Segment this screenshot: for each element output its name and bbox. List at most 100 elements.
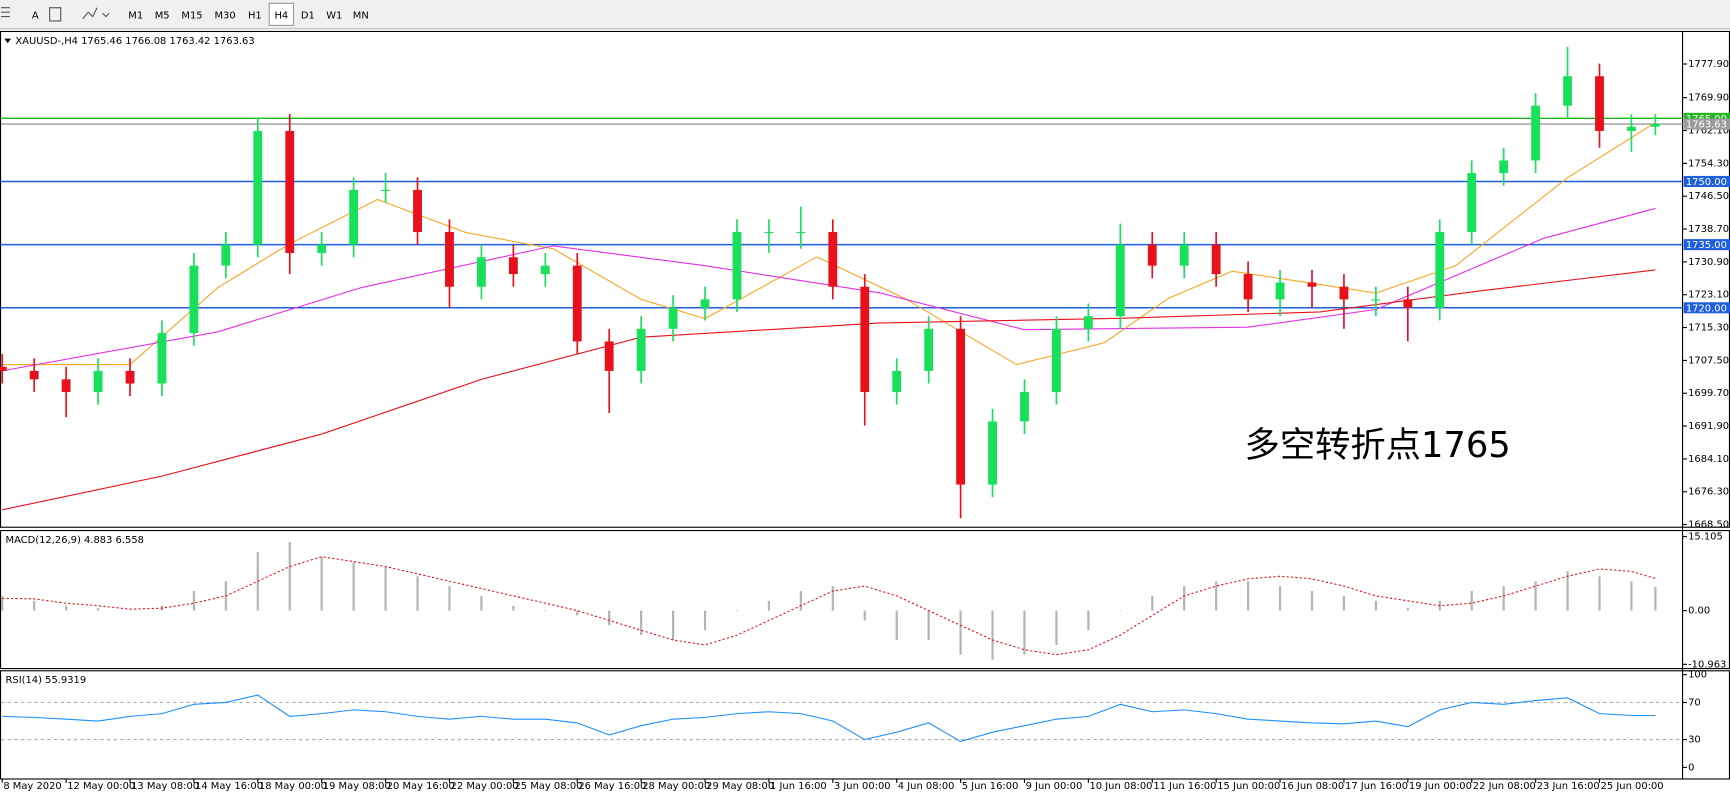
y-tick-label: -10.963 (1688, 659, 1726, 670)
candle-body (732, 231, 742, 300)
candle-body (221, 244, 231, 266)
macd-histogram-bar (1183, 586, 1186, 611)
macd-histogram-bar (1087, 610, 1090, 631)
candle-body (285, 130, 295, 254)
toolbar-button[interactable]: MN (353, 10, 369, 21)
macd-histogram-bar (192, 591, 196, 611)
macd-signal (2, 556, 1656, 656)
candle-body (828, 231, 838, 287)
toolbar-button[interactable]: M5 (155, 10, 170, 21)
toolbar-button[interactable]: D1 (301, 10, 315, 21)
x-tick-label: 23 Jun 16:00 (1537, 781, 1600, 792)
candle-body (189, 265, 199, 334)
y-tick-label: 15.105 (1688, 532, 1723, 543)
y-tick-label: 70 (1688, 697, 1701, 708)
candle-body (1371, 299, 1381, 301)
toolbar-button[interactable]: A (32, 10, 39, 21)
candle-body (1179, 244, 1189, 266)
candle-body (1531, 105, 1541, 161)
macd-histogram-bar (1406, 608, 1409, 611)
active-button (268, 2, 295, 26)
macd-histogram-bar (480, 595, 483, 611)
candle-body (508, 257, 518, 275)
y-tick-label: 1754.30 (1688, 158, 1729, 169)
candle-body (1595, 76, 1604, 131)
macd-histogram-bar (799, 591, 802, 611)
x-tick-label: 18 May 00:00 (259, 781, 327, 792)
header-arrow (4, 38, 12, 44)
moving-average (2, 269, 1656, 511)
macd-histogram-bar (927, 610, 930, 641)
y-tick-label: 30 (1688, 735, 1701, 746)
candle-body (1627, 126, 1636, 131)
macd-histogram-bar (640, 610, 643, 636)
toolbar-button[interactable]: M15 (181, 10, 202, 21)
macd-histogram-bar (991, 610, 994, 660)
macd-histogram-bar (767, 600, 771, 611)
x-tick-label: 29 May 08:00 (706, 781, 774, 792)
macd-histogram-bar (1502, 586, 1505, 611)
macd-histogram-bar (576, 610, 579, 616)
macd-main: 4.883 (84, 535, 112, 546)
x-tick-label: 22 Jun 08:00 (1473, 781, 1536, 792)
macd-histogram-bar (1534, 581, 1537, 611)
price-level-label: 1750.00 (1686, 177, 1727, 188)
macd-histogram-bar (608, 610, 611, 626)
candle-body (1243, 274, 1253, 300)
candle-body (604, 341, 614, 371)
x-tick-label: 1 Jun 16:00 (770, 781, 827, 792)
candle-body (0, 366, 7, 371)
toolbar-button[interactable]: M30 (214, 10, 235, 21)
price-level-label: 1763.63 (1686, 120, 1727, 131)
x-tick-label: 5 Jun 16:00 (962, 781, 1019, 792)
macd-histogram-bar (1055, 610, 1058, 645)
toolbar-buttons: A M1 M5 M15 M30 H1 H4 D1 W1 MN (32, 2, 369, 26)
toolbar-button[interactable]: H4 (274, 10, 288, 21)
y-tick-label: 0.00 (1688, 606, 1710, 617)
x-tick-label: 25 Jun 00:00 (1601, 781, 1664, 792)
quote-high: 1766.08 (125, 36, 166, 47)
candle-body (924, 328, 934, 371)
macd-histogram-bar (1151, 595, 1154, 611)
candle-body (477, 257, 486, 287)
macd-histogram-bar (703, 610, 707, 631)
candle-body (1307, 282, 1317, 287)
candle-body (572, 265, 582, 342)
candle-body (29, 370, 39, 380)
toolbar-button[interactable]: H1 (248, 10, 262, 21)
moving-average (2, 207, 1656, 372)
candle-body (700, 299, 710, 308)
y-tick-label: 1762.10 (1688, 126, 1729, 137)
candle-body (381, 189, 390, 191)
y-tick-label: 1769.90 (1688, 93, 1729, 104)
toolbar-button[interactable]: W1 (326, 10, 342, 21)
candle-body (860, 286, 870, 392)
candle-body (764, 231, 774, 234)
candle-body (157, 333, 167, 384)
macd-histogram-bar (33, 600, 36, 611)
macd-histogram-bar (320, 556, 323, 611)
chart-header: XAUUSD-,H4 1765.46 1766.08 1763.42 1763.… (15, 36, 254, 47)
macd-histogram-bar (1215, 581, 1218, 611)
candle-body (1650, 124, 1660, 127)
price-level-tag (1683, 302, 1730, 314)
macd-histogram-bar (448, 586, 451, 611)
y-tick-label: 1723.10 (1688, 290, 1729, 301)
candle-body (445, 231, 454, 287)
candle-body (668, 307, 678, 329)
macd-histogram-bar (65, 605, 68, 611)
macd-histogram-bar (1246, 581, 1250, 611)
candle-body (1147, 244, 1157, 266)
x-tick-label: 17 Jun 16:00 (1345, 781, 1408, 792)
x-tick-label: 20 May 16:00 (387, 781, 455, 792)
macd-histogram-bar (1310, 591, 1314, 611)
x-tick-label: 11 Jun 16:00 (1153, 781, 1216, 792)
rsi-title: RSI(14) (6, 675, 43, 686)
candle-body (1403, 299, 1413, 308)
candle-body (1275, 282, 1285, 300)
candle-body (1083, 316, 1093, 329)
toolbar-button[interactable]: M1 (128, 10, 143, 21)
rsi-value: 55.9319 (45, 675, 86, 686)
candle-body (317, 244, 327, 254)
rsi-panel (0, 670, 1730, 780)
